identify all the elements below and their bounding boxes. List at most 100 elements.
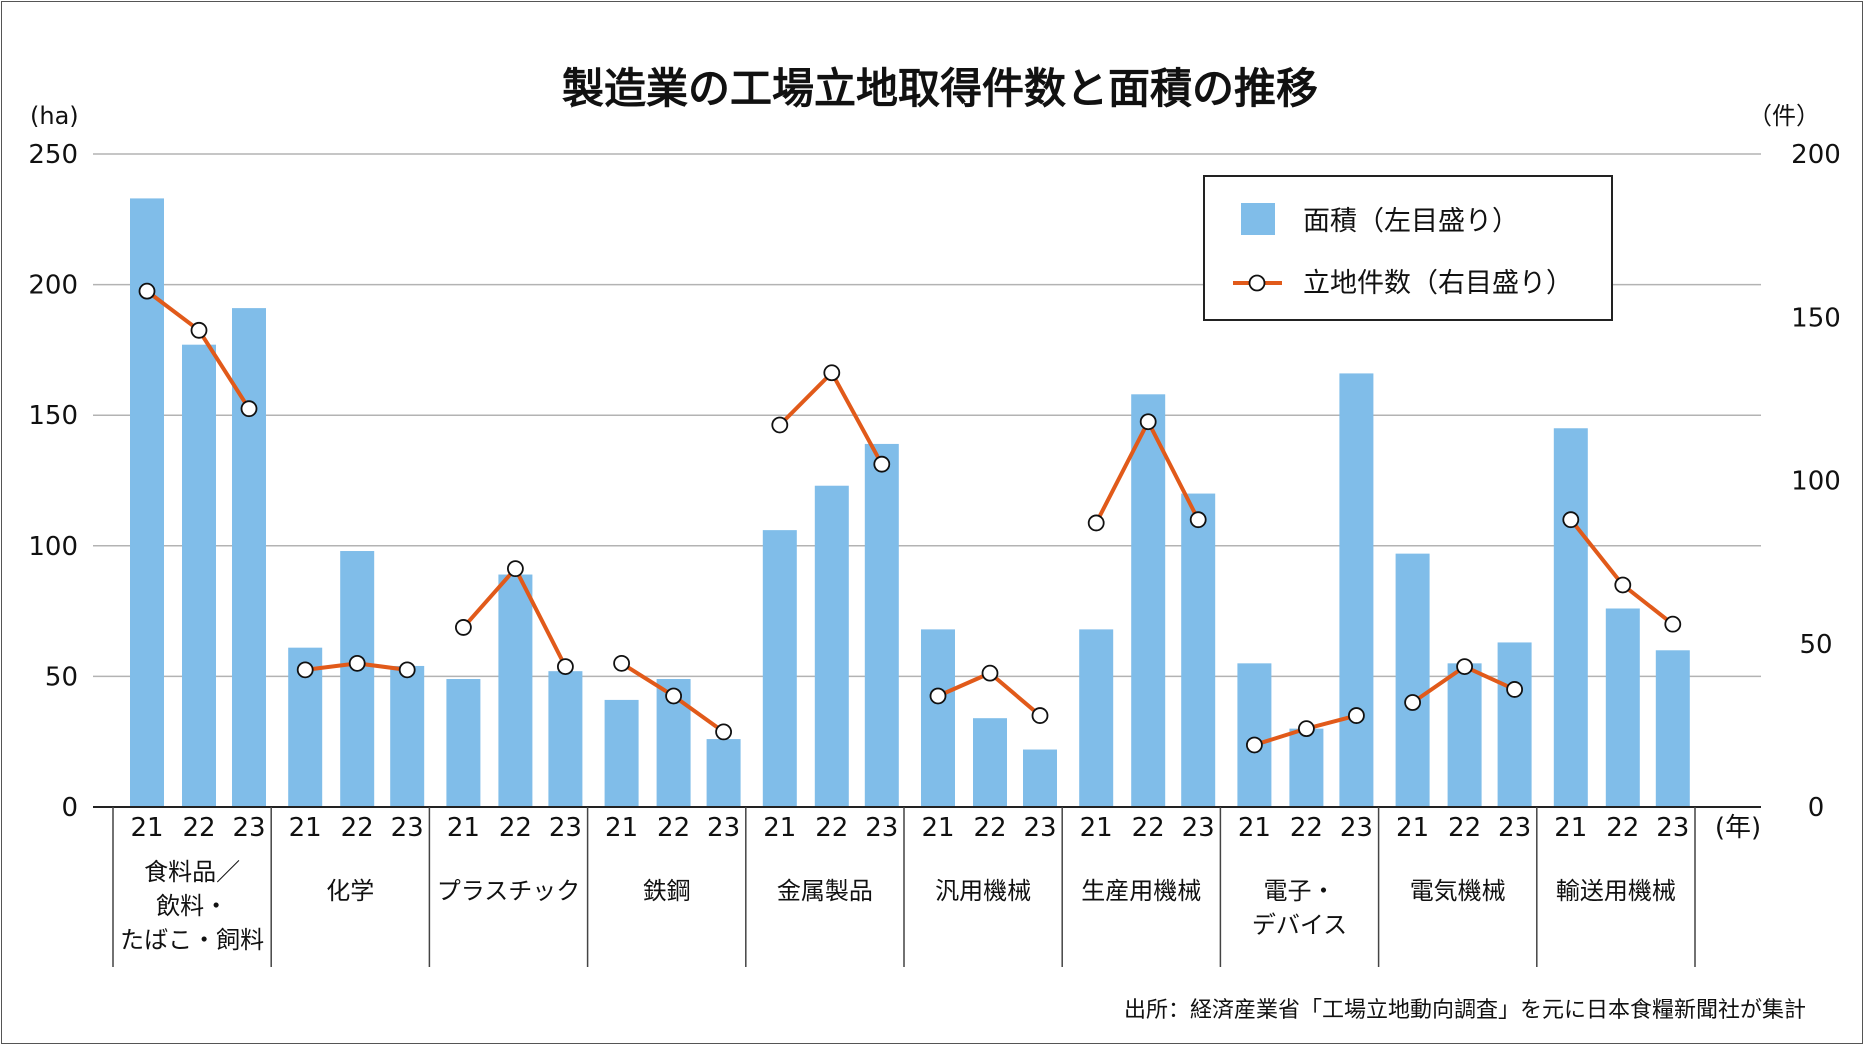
category-label: たばこ・飼料 (120, 926, 264, 954)
bar (390, 665, 425, 807)
bar (1497, 642, 1532, 807)
left-axis-unit: (ha) (30, 102, 79, 130)
data-point (1456, 658, 1473, 676)
bar (973, 718, 1007, 807)
category-label: 汎用機械 (935, 877, 1031, 905)
bar (1553, 428, 1588, 807)
data-point (1031, 707, 1049, 724)
bar (604, 699, 639, 807)
bar (1447, 663, 1482, 807)
category-label: 金属製品 (777, 877, 873, 905)
year-tick-label: 22 (1606, 813, 1639, 843)
year-tick-label: 22 (182, 813, 215, 843)
category-label: 食料品／ (144, 858, 240, 886)
left-tick-label: 250 (28, 140, 78, 170)
right-tick-label: 0 (1808, 793, 1825, 823)
x-unit-label: (年) (1715, 813, 1761, 843)
right-axis-unit: （件） (1748, 102, 1820, 130)
year-tick-label: 22 (1290, 813, 1323, 843)
bar (1079, 629, 1114, 807)
year-tick-label: 21 (1238, 813, 1271, 843)
bar (1181, 493, 1216, 807)
category-label: 化学 (326, 877, 374, 905)
data-point (715, 723, 732, 741)
bar (446, 679, 481, 807)
data-point (348, 654, 366, 672)
bar (232, 308, 266, 807)
left-tick-label: 150 (28, 401, 78, 431)
category-label: 生産用機械 (1081, 877, 1201, 905)
year-tick-label: 21 (130, 813, 163, 843)
bar (340, 551, 375, 807)
legend: 面積（左目盛り） 立地件数（右目盛り） (1203, 175, 1613, 321)
bar (1655, 650, 1690, 807)
bar (498, 574, 533, 807)
year-tick-label: 23 (391, 813, 424, 843)
data-point (1087, 514, 1105, 532)
year-tick-label: 21 (763, 813, 796, 843)
bar (1339, 373, 1374, 807)
bar (1237, 663, 1272, 807)
category-label: 鉄鋼 (643, 877, 691, 905)
chart-title: 製造業の工場立地取得件数と面積の推移 (562, 64, 1318, 113)
year-tick-label: 21 (1554, 813, 1587, 843)
data-point (1614, 576, 1632, 594)
bar (1131, 394, 1166, 807)
left-tick-label: 0 (61, 793, 78, 823)
data-point (613, 654, 630, 672)
legend-label-count: 立地件数（右目盛り） (1303, 268, 1573, 299)
year-tick-label: 23 (707, 813, 740, 843)
data-point (240, 400, 258, 418)
data-point (823, 364, 841, 382)
data-point (507, 560, 524, 578)
year-tick-label: 22 (973, 813, 1006, 843)
data-point (190, 321, 208, 339)
year-tick-label: 23 (549, 813, 582, 843)
data-point (1506, 681, 1523, 698)
year-tick-label: 22 (815, 813, 848, 843)
year-tick-label: 22 (1132, 813, 1165, 843)
year-tick-label: 21 (1396, 813, 1429, 843)
data-point (1404, 694, 1421, 711)
bar (1605, 608, 1640, 807)
year-tick-label: 21 (289, 813, 322, 843)
data-point (771, 416, 789, 434)
category-label: 輸送用機械 (1556, 877, 1676, 905)
bar (1289, 728, 1324, 807)
year-tick-label: 22 (499, 813, 532, 843)
data-point (665, 687, 682, 705)
category-label: 電気機械 (1410, 877, 1506, 905)
data-point (138, 282, 156, 300)
bar (706, 739, 741, 807)
year-tick-label: 21 (1080, 813, 1113, 843)
left-tick-label: 100 (28, 532, 78, 562)
year-tick-label: 23 (1340, 813, 1373, 843)
year-tick-label: 23 (1023, 813, 1056, 843)
right-tick-label: 50 (1799, 630, 1832, 660)
year-tick-label: 23 (232, 813, 265, 843)
data-point (454, 619, 472, 636)
legend-point-swatch (1248, 274, 1266, 292)
data-point (1562, 511, 1580, 529)
category-label: 飲料・ (156, 892, 228, 920)
data-point (1298, 720, 1315, 738)
data-point (873, 455, 891, 473)
year-tick-label: 22 (341, 813, 374, 843)
data-point (398, 661, 416, 679)
legend-bar-swatch (1241, 203, 1275, 235)
year-tick-label: 23 (1182, 813, 1215, 843)
right-tick-label: 200 (1791, 140, 1841, 170)
data-point (296, 661, 314, 679)
category-label: プラスチック (437, 877, 581, 905)
bar (864, 443, 899, 807)
category-label: 電子・ (1264, 877, 1336, 905)
data-point (1348, 707, 1365, 724)
source-note: 出所：経済産業省「工場立地動向調査」を元に日本食糧新聞社が集計 (1124, 998, 1806, 1023)
data-point (1139, 413, 1157, 431)
year-tick-label: 21 (921, 813, 954, 843)
bar (1023, 749, 1057, 807)
legend-label-area: 面積（左目盛り） (1303, 206, 1519, 237)
year-tick-label: 21 (605, 813, 638, 843)
